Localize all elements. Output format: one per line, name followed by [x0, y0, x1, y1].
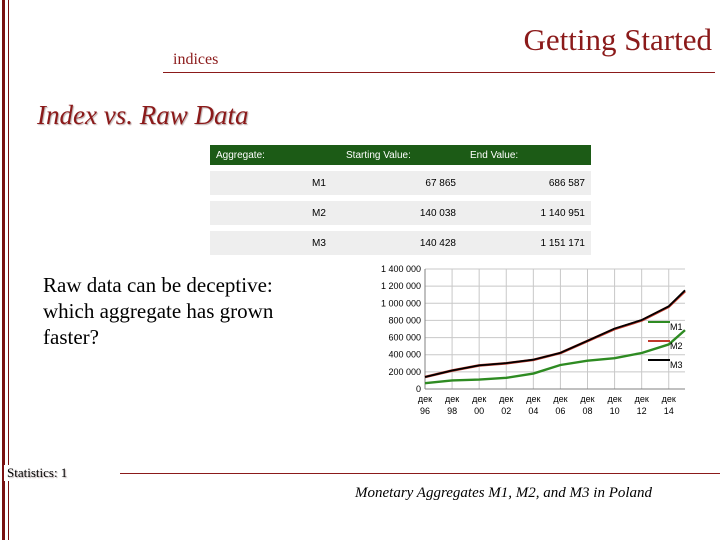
- table-cell-name: M3: [210, 225, 340, 255]
- x-tick-label-bottom: 06: [555, 406, 565, 416]
- table-header-row: Aggregate: Starting Value: End Value:: [210, 145, 591, 168]
- x-tick-label-top: дек: [499, 394, 513, 404]
- table-header-start: Starting Value:: [340, 145, 464, 168]
- slide-title: Index vs. Raw Data: [37, 100, 249, 130]
- series-line-m2: [424, 290, 686, 379]
- table-cell-name: M1: [210, 165, 340, 198]
- footer-rule: [120, 473, 720, 474]
- y-tick-label: 200 000: [388, 367, 421, 377]
- x-tick-label-bottom: 04: [528, 406, 538, 416]
- section-label: Statistics: 1: [4, 465, 71, 481]
- y-tick-label: 400 000: [388, 350, 421, 360]
- table-cell-name: M2: [210, 195, 340, 228]
- table-row: M3 140 428 1 151 171: [210, 225, 591, 255]
- left-border-thick: [2, 0, 5, 540]
- left-border-thin: [8, 0, 9, 540]
- y-tick-label: 1 200 000: [381, 281, 421, 291]
- aggregate-table: Aggregate: Starting Value: End Value: M1…: [210, 145, 591, 255]
- x-tick-label-top: дек: [472, 394, 486, 404]
- x-tick-label-bottom: 10: [610, 406, 620, 416]
- series-line-m1: [424, 329, 686, 385]
- body-text: Raw data can be deceptive: which aggrega…: [43, 273, 274, 349]
- y-tick-label: 600 000: [388, 333, 421, 343]
- y-tick-label: 1 000 000: [381, 298, 421, 308]
- legend-label-m1: M1: [670, 322, 683, 332]
- table-row: M2 140 038 1 140 951: [210, 195, 591, 228]
- x-tick-label-top: дек: [580, 394, 594, 404]
- table-header-end: End Value:: [464, 145, 591, 168]
- header-rule: [163, 72, 715, 73]
- legend-label-m3: M3: [670, 360, 683, 370]
- series-line-m3: [424, 289, 686, 378]
- y-tick-label: 800 000: [388, 315, 421, 325]
- table-cell-end: 1 151 171: [464, 225, 591, 255]
- x-tick-label-bottom: 02: [501, 406, 511, 416]
- table-cell-start: 140 428: [340, 225, 464, 255]
- y-tick-label: 0: [416, 384, 421, 394]
- x-tick-label-top: дек: [418, 394, 432, 404]
- table-cell-start: 140 038: [340, 195, 464, 228]
- x-tick-label-bottom: 12: [637, 406, 647, 416]
- header-title: Getting Started: [523, 22, 712, 57]
- x-tick-label-top: дек: [607, 394, 621, 404]
- x-tick-label-bottom: 96: [420, 406, 430, 416]
- table-row: M1 67 865 686 587: [210, 165, 591, 198]
- x-tick-label-bottom: 08: [582, 406, 592, 416]
- aggregates-line-chart: 0 200 000 400 000 600 000 800 000 1 000 000 1 …: [381, 264, 686, 416]
- header-subtitle: indices: [173, 51, 219, 68]
- x-tick-label-top: дек: [635, 394, 649, 404]
- x-tick-label-top: дек: [526, 394, 540, 404]
- table-cell-end: 1 140 951: [464, 195, 591, 228]
- x-tick-label-bottom: 98: [447, 406, 457, 416]
- x-tick-label-top: дек: [445, 394, 459, 404]
- x-tick-label-top: дек: [553, 394, 567, 404]
- table-cell-end: 686 587: [464, 165, 591, 198]
- table-header-aggregate: Aggregate:: [210, 145, 340, 168]
- y-tick-label: 1 400 000: [381, 264, 421, 274]
- x-tick-label-top: дек: [662, 394, 676, 404]
- legend-label-m2: M2: [670, 341, 683, 351]
- table-cell-start: 67 865: [340, 165, 464, 198]
- chart-caption: Monetary Aggregates M1, M2, and M3 in Po…: [355, 485, 653, 501]
- x-tick-label-bottom: 14: [664, 406, 674, 416]
- x-tick-label-bottom: 00: [474, 406, 484, 416]
